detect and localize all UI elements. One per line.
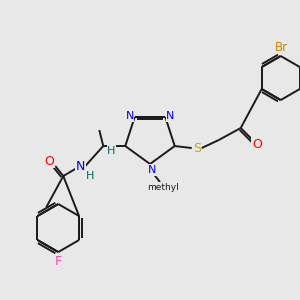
Text: H: H bbox=[86, 171, 94, 181]
Text: O: O bbox=[44, 154, 54, 167]
Text: N: N bbox=[148, 165, 156, 175]
Text: S: S bbox=[193, 142, 201, 154]
Text: H: H bbox=[107, 146, 116, 156]
Text: N: N bbox=[125, 111, 134, 121]
Text: N: N bbox=[166, 111, 175, 121]
Text: methyl: methyl bbox=[147, 182, 179, 191]
Text: F: F bbox=[55, 254, 62, 268]
Text: N: N bbox=[76, 160, 85, 172]
Text: Br: Br bbox=[275, 40, 288, 53]
Text: O: O bbox=[252, 137, 262, 151]
